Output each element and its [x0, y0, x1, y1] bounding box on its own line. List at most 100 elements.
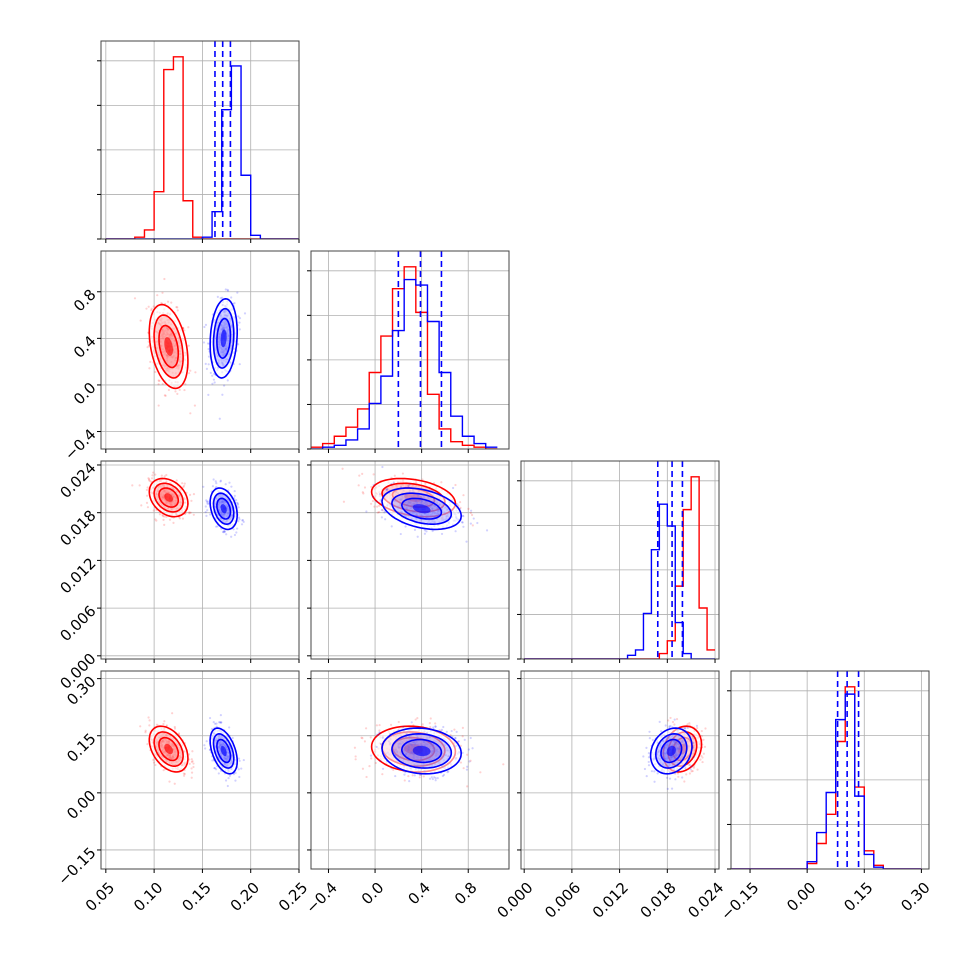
- scatter-point: [237, 520, 240, 523]
- scatter-point: [149, 360, 152, 363]
- scatter-point: [204, 323, 208, 326]
- scatter-point: [647, 764, 651, 767]
- contour-level: [220, 504, 227, 514]
- scatter-point: [140, 504, 143, 507]
- scatter-point: [181, 482, 184, 485]
- scatter-point: [156, 294, 159, 297]
- scatter-point: [233, 302, 236, 305]
- y-tick-label: 0.15: [63, 730, 99, 766]
- scatter-point: [133, 297, 137, 300]
- scatter-point: [204, 362, 207, 365]
- scatter-point: [190, 760, 193, 764]
- scatter-point: [666, 787, 669, 790]
- scatter-point: [215, 525, 218, 528]
- scatter-point: [224, 288, 227, 291]
- scatter-point: [238, 775, 241, 779]
- scatter-point: [167, 388, 171, 392]
- scatter-point: [205, 740, 208, 743]
- scatter-point: [685, 773, 688, 776]
- scatter-point: [213, 766, 216, 770]
- x-tick-label: 0.0: [358, 879, 388, 909]
- scatter-point: [394, 774, 397, 778]
- scatter-point: [408, 483, 411, 486]
- panel-0-0: [97, 40, 300, 243]
- scatter-point: [440, 728, 444, 731]
- histogram-blue: [731, 693, 922, 869]
- scatter-point: [431, 777, 434, 781]
- scatter-point: [702, 752, 705, 755]
- scatter-point: [224, 779, 228, 782]
- scatter-point: [647, 751, 651, 755]
- scatter-point: [462, 494, 465, 497]
- scatter-point: [431, 529, 434, 533]
- scatter-point: [459, 506, 462, 510]
- y-tick-label: 0.012: [56, 554, 99, 597]
- scatter-point: [362, 492, 365, 495]
- scatter-point: [222, 531, 225, 534]
- scatter-point: [684, 766, 687, 770]
- scatter-point: [403, 773, 406, 776]
- scatter-point: [213, 372, 216, 375]
- scatter-point: [176, 309, 179, 312]
- scatter-point: [221, 393, 224, 396]
- scatter-point: [468, 760, 471, 763]
- scatter-point: [369, 502, 373, 505]
- scatter-point: [381, 736, 384, 739]
- scatter-point: [390, 767, 393, 770]
- scatter-point: [190, 767, 193, 770]
- scatter-point: [445, 730, 448, 733]
- scatter-point: [390, 525, 393, 528]
- scatter-point: [674, 778, 677, 781]
- scatter-point: [237, 516, 241, 519]
- scatter-point: [175, 479, 178, 482]
- scatter-point: [228, 481, 231, 484]
- scatter-point: [704, 727, 707, 730]
- scatter-point: [216, 295, 219, 298]
- scatter-point: [183, 482, 186, 485]
- scatter-point: [212, 378, 216, 381]
- scatter-point: [236, 527, 239, 530]
- scatter-point: [190, 758, 193, 761]
- x-tick-label: 0.15: [178, 879, 214, 915]
- scatter-point: [467, 507, 470, 510]
- scatter-point: [163, 394, 166, 397]
- scatter-point: [147, 716, 150, 719]
- scatter-point: [461, 726, 464, 729]
- scatter-point: [369, 754, 373, 757]
- scatter-point: [223, 530, 226, 534]
- scatter-point: [407, 484, 410, 487]
- scatter-point: [230, 485, 233, 488]
- scatter-point: [485, 529, 489, 532]
- scatter-point: [465, 540, 468, 543]
- scatter-point: [219, 479, 223, 482]
- scatter-point: [146, 506, 150, 509]
- scatter-point: [207, 393, 210, 396]
- scatter-point: [653, 780, 656, 783]
- scatter-point: [675, 717, 679, 721]
- scatter-point: [236, 503, 240, 506]
- scatter-point: [469, 736, 472, 740]
- scatter-point: [187, 344, 190, 347]
- scatter-point: [429, 725, 432, 729]
- contour-level: [412, 504, 431, 514]
- scatter-point: [471, 524, 474, 527]
- scatter-point: [372, 483, 375, 487]
- scatter-point: [378, 723, 381, 727]
- scatter-point: [700, 729, 703, 733]
- scatter-point: [152, 758, 155, 761]
- scatter-point: [204, 510, 207, 514]
- scatter-point: [242, 520, 245, 524]
- scatter-point: [695, 724, 699, 727]
- scatter-point: [690, 765, 693, 768]
- scatter-point: [220, 721, 223, 724]
- scatter-point: [190, 771, 194, 774]
- scatter-point: [240, 767, 243, 770]
- scatter-point: [466, 765, 469, 768]
- scatter-point: [673, 718, 676, 721]
- scatter-point: [145, 488, 149, 492]
- scatter-point: [160, 301, 163, 305]
- x-tick-label: 0.10: [130, 879, 166, 915]
- scatter-point: [673, 723, 676, 726]
- scatter-point: [203, 325, 206, 329]
- scatter-point: [378, 493, 382, 496]
